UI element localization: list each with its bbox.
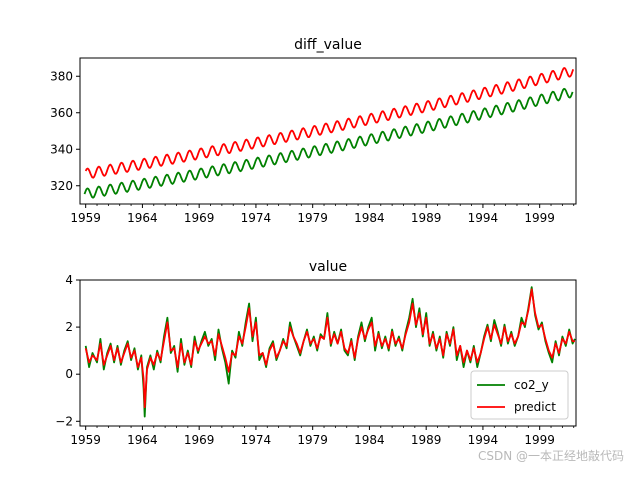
subplot-value: value 1959 1964 1969 1974 1979 1984 1989 1994 19… (55, 259, 577, 447)
watermark: CSDN @一本正经地敲代码 (477, 449, 624, 463)
chart-title-bottom: value (309, 259, 347, 275)
y-tick-label--2-bottom: −2 (55, 414, 73, 428)
x-tick-label-1984-bottom: 1984 (354, 433, 385, 447)
y-tick-label-340-top: 340 (50, 142, 73, 156)
chart-title-top: diff_value (294, 37, 362, 53)
x-tick-label-1964-bottom: 1964 (127, 433, 158, 447)
x-tick-label-1979-top: 1979 (297, 211, 328, 225)
x-tick-label-1964-top: 1964 (127, 211, 158, 225)
y-ticks-top: 320 340 360 380 (50, 69, 80, 193)
axes-frame-bottom (79, 279, 577, 427)
x-tick-label-1994-bottom: 1994 (468, 433, 499, 447)
series-group-top (83, 67, 575, 199)
y-tick-label-320-top: 320 (50, 179, 73, 193)
x-tick-label-1989-bottom: 1989 (411, 433, 442, 447)
axes-frame-top (79, 57, 577, 205)
y-tick-label-360-top: 360 (50, 106, 73, 120)
y-tick-label-2-bottom: 2 (65, 320, 73, 334)
legend-label-co2-y: co2_y (514, 378, 549, 392)
x-tick-label-1969-top: 1969 (184, 211, 215, 225)
series-line-predict-top (84, 67, 575, 179)
x-tick-label-1999-top: 1999 (524, 211, 555, 225)
y-tick-label-380-top: 380 (50, 69, 73, 83)
x-tick-label-1994-top: 1994 (468, 211, 499, 225)
y-tick-label-4-bottom: 4 (65, 273, 73, 287)
x-ticks-top: 1959 1964 1969 1974 1979 1984 1989 1994 1999 (70, 204, 575, 225)
y-ticks-bottom: −2 0 2 4 (55, 273, 80, 428)
legend-label-predict: predict (514, 400, 556, 414)
x-tick-label-1969-bottom: 1969 (184, 433, 215, 447)
x-tick-label-1959-top: 1959 (70, 211, 101, 225)
series-line-co2-y-top (83, 87, 574, 199)
x-tick-label-1979-bottom: 1979 (297, 433, 328, 447)
series-line-predict-bottom (84, 288, 575, 409)
x-tick-label-1974-top: 1974 (241, 211, 272, 225)
legend: co2_y predict (470, 370, 569, 420)
x-tick-label-1984-top: 1984 (354, 211, 385, 225)
x-tick-label-1974-bottom: 1974 (241, 433, 272, 447)
y-tick-label-0-bottom: 0 (65, 367, 73, 381)
series-group-bottom (84, 286, 576, 418)
subplot-diff-value: diff_value 1959 1964 1969 1974 1979 1984 1989 1… (50, 37, 577, 225)
x-tick-label-1999-bottom: 1999 (524, 433, 555, 447)
x-tick-label-1989-top: 1989 (411, 211, 442, 225)
x-ticks-bottom: 1959 1964 1969 1974 1979 1984 1989 1994 1999 (70, 426, 575, 447)
x-tick-label-1959-bottom: 1959 (70, 433, 101, 447)
